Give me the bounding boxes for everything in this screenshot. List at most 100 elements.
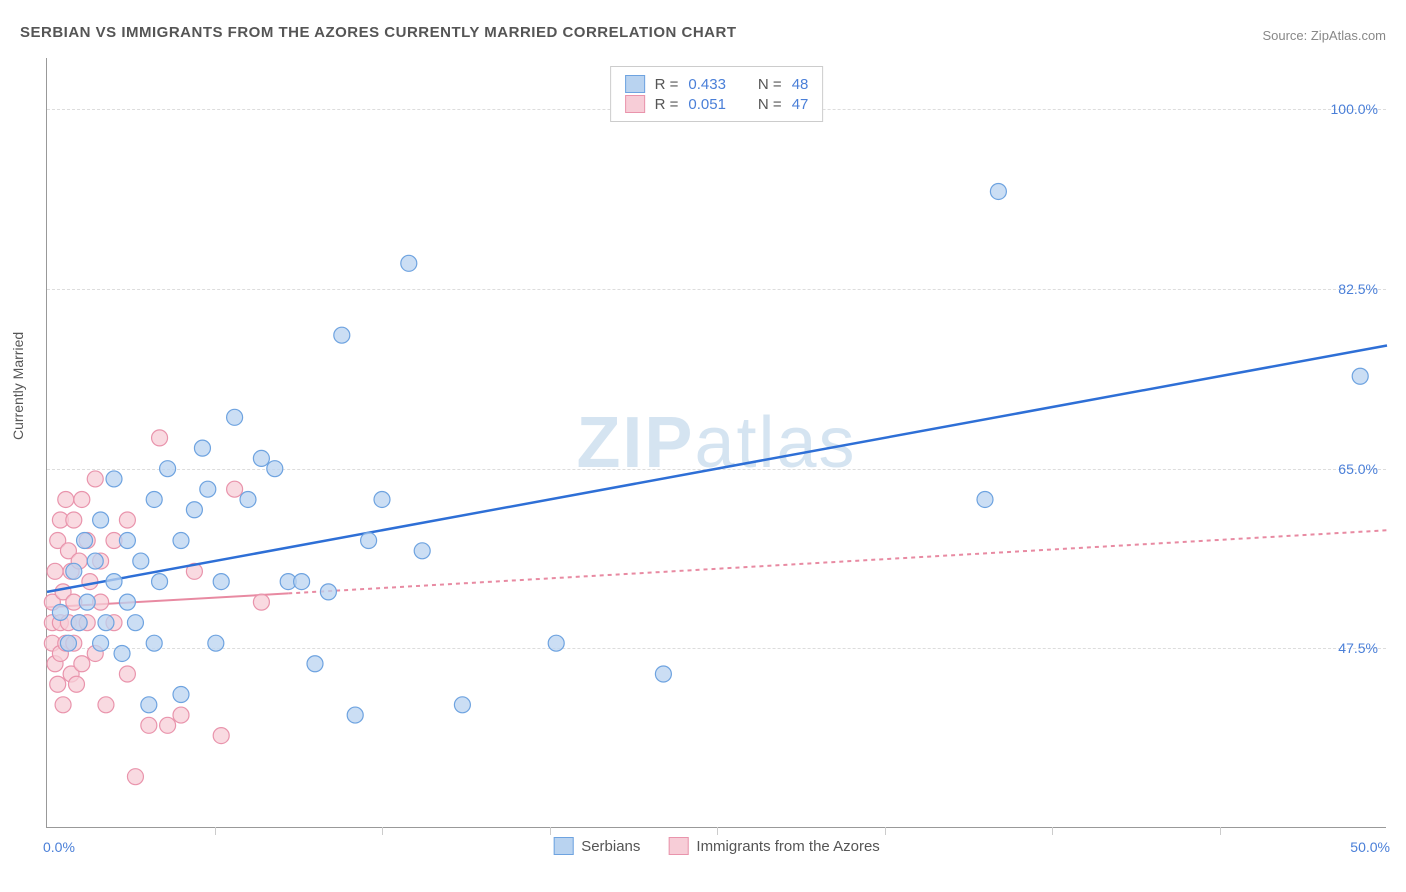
data-point — [68, 676, 84, 692]
data-point — [93, 635, 109, 651]
legend-swatch — [625, 95, 645, 113]
data-point — [267, 461, 283, 477]
data-point — [152, 574, 168, 590]
data-point — [454, 697, 470, 713]
data-point — [74, 491, 90, 507]
regression-line — [288, 530, 1387, 593]
legend-swatch — [625, 75, 645, 93]
data-point — [240, 491, 256, 507]
series-legend: Serbians Immigrants from the Azores — [553, 837, 880, 855]
data-point — [401, 255, 417, 271]
data-point — [93, 512, 109, 528]
data-point — [66, 512, 82, 528]
data-point — [55, 697, 71, 713]
data-point — [79, 594, 95, 610]
data-point — [87, 553, 103, 569]
source-label: Source: ZipAtlas.com — [1262, 28, 1386, 43]
data-point — [146, 635, 162, 651]
data-point — [208, 635, 224, 651]
x-minor-tick — [1052, 827, 1053, 835]
data-point — [227, 409, 243, 425]
data-point — [127, 769, 143, 785]
data-point — [320, 584, 336, 600]
data-point — [114, 645, 130, 661]
data-point — [141, 717, 157, 733]
data-point — [253, 594, 269, 610]
data-point — [141, 697, 157, 713]
data-point — [160, 461, 176, 477]
data-point — [655, 666, 671, 682]
data-point — [213, 728, 229, 744]
data-point — [361, 533, 377, 549]
data-point — [173, 687, 189, 703]
x-tick-max: 50.0% — [1350, 839, 1390, 855]
data-point — [977, 491, 993, 507]
x-minor-tick — [717, 827, 718, 835]
data-point — [414, 543, 430, 559]
data-point — [146, 491, 162, 507]
data-point — [47, 563, 63, 579]
data-point — [200, 481, 216, 497]
legend-row: R = 0.433 N = 48 — [625, 75, 809, 93]
data-point — [77, 533, 93, 549]
r-value: 0.433 — [688, 76, 726, 93]
series-name: Serbians — [581, 838, 640, 855]
data-point — [98, 615, 114, 631]
data-point — [74, 656, 90, 672]
r-label: R = — [655, 76, 679, 93]
x-minor-tick — [382, 827, 383, 835]
data-point — [119, 533, 135, 549]
series-name: Immigrants from the Azores — [696, 838, 879, 855]
data-point — [194, 440, 210, 456]
legend-item: Immigrants from the Azores — [668, 837, 879, 855]
y-axis-label: Currently Married — [10, 332, 26, 440]
data-point — [50, 676, 66, 692]
data-point — [186, 502, 202, 518]
r-value: 0.051 — [688, 96, 726, 113]
data-point — [82, 574, 98, 590]
data-point — [119, 594, 135, 610]
r-label: R = — [655, 96, 679, 113]
x-minor-tick — [215, 827, 216, 835]
data-point — [66, 563, 82, 579]
data-point — [307, 656, 323, 672]
data-point — [106, 471, 122, 487]
legend-row: R = 0.051 N = 47 — [625, 95, 809, 113]
data-point — [119, 666, 135, 682]
data-point — [119, 512, 135, 528]
data-point — [87, 471, 103, 487]
x-tick-min: 0.0% — [43, 839, 75, 855]
legend-swatch — [668, 837, 688, 855]
data-point — [71, 615, 87, 631]
data-point — [1352, 368, 1368, 384]
n-label: N = — [758, 76, 782, 93]
data-point — [58, 491, 74, 507]
n-value: 47 — [792, 96, 809, 113]
data-point — [127, 615, 143, 631]
data-point — [173, 533, 189, 549]
regression-line — [47, 345, 1387, 591]
data-point — [160, 717, 176, 733]
chart-title: SERBIAN VS IMMIGRANTS FROM THE AZORES CU… — [20, 24, 737, 41]
data-point — [227, 481, 243, 497]
data-point — [60, 635, 76, 651]
data-point — [98, 697, 114, 713]
legend-swatch — [553, 837, 573, 855]
n-value: 48 — [792, 76, 809, 93]
data-point — [294, 574, 310, 590]
data-point — [253, 450, 269, 466]
plot-area: ZIPatlas 47.5%65.0%82.5%100.0% R =0.433N… — [46, 58, 1386, 828]
data-point — [374, 491, 390, 507]
x-minor-tick — [550, 827, 551, 835]
data-point — [173, 707, 189, 723]
data-point — [334, 327, 350, 343]
x-minor-tick — [885, 827, 886, 835]
x-minor-tick — [1220, 827, 1221, 835]
correlation-legend: R = 0.433 N = 48 R = 0.051 N = 47 — [610, 66, 824, 122]
data-point — [213, 574, 229, 590]
data-point — [106, 574, 122, 590]
data-point — [990, 183, 1006, 199]
scatter-svg — [47, 58, 1386, 827]
data-point — [152, 430, 168, 446]
n-label: N = — [758, 96, 782, 113]
